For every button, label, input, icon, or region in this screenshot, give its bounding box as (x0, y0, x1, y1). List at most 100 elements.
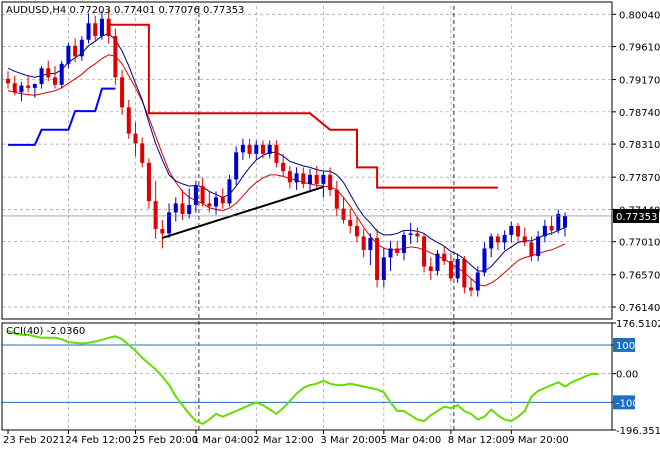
candle-body (59, 63, 64, 85)
candle-body (32, 84, 37, 88)
x-tick-label: 8 Mar 12:00 (448, 435, 508, 446)
candle-body (173, 203, 178, 213)
candle-body (368, 237, 373, 250)
ma-fast-line (7, 33, 566, 272)
candle-body (294, 173, 299, 183)
stop-line-upper (108, 23, 498, 189)
price-tick-label: 0.76570 (619, 271, 660, 282)
candle-body (361, 236, 366, 250)
cci-level-badge (613, 337, 635, 352)
candle-body (388, 248, 393, 258)
candle-body (106, 18, 111, 37)
candle-body (240, 144, 245, 153)
candle-body (415, 233, 420, 237)
candle-body (140, 143, 145, 163)
candle-body (516, 225, 521, 237)
candle-body (475, 272, 480, 291)
candle-body (469, 287, 474, 291)
candle-body (227, 179, 232, 204)
x-tick-label: 9 Mar 20:00 (508, 435, 568, 446)
candle-body (19, 85, 24, 93)
candle-body (562, 216, 568, 228)
candle-body (301, 173, 306, 184)
candle-body (529, 242, 534, 256)
candle-body (160, 228, 165, 234)
candle-body (126, 107, 131, 134)
candle-body (73, 45, 78, 57)
candle-body (408, 233, 413, 235)
x-tick-label: 25 Feb 20:00 (133, 435, 199, 446)
current-price-badge (613, 208, 659, 223)
price-tick-label: 0.77010 (619, 238, 660, 249)
price-tick-label: 0.80040 (619, 10, 660, 21)
cci-tick-label: 100 (616, 341, 635, 352)
price-tick-label: 0.78310 (619, 140, 660, 151)
candle-body (522, 236, 527, 243)
candle-body (234, 152, 239, 180)
candle-body (314, 174, 319, 184)
candle-body (549, 225, 554, 231)
price-tick-label: 0.78740 (619, 108, 660, 119)
cci-tick-label: 176.5102 (616, 319, 660, 330)
candle-body (428, 266, 433, 271)
candle-body (334, 189, 339, 209)
candle-body (462, 258, 467, 288)
candle-body (502, 234, 507, 243)
candle-body (542, 225, 547, 237)
candle-body (200, 186, 205, 204)
candle-body (287, 171, 292, 183)
candle-body (260, 144, 266, 154)
candle-body (120, 77, 125, 108)
cci-tick-label: -196.3518 (616, 426, 660, 437)
candle-body (455, 258, 460, 279)
candle-body (401, 234, 406, 253)
cci-plot (2, 329, 612, 426)
cci-title: CCI(40) -2.0360 (6, 326, 85, 337)
candle-body (133, 133, 138, 144)
candle-body (254, 144, 259, 154)
candle-body (52, 77, 57, 85)
candle-body (442, 253, 447, 262)
candle-body (46, 68, 51, 78)
candle-body (220, 197, 225, 204)
candle-body (153, 201, 158, 229)
x-tick-label: 3 Mar 20:00 (320, 435, 380, 446)
candle-body (207, 203, 212, 207)
candle-body (509, 225, 514, 235)
price-plot (2, 9, 612, 297)
candle-body (448, 261, 453, 279)
candle-body (180, 203, 185, 214)
candle-body (79, 39, 84, 57)
price-tick-label: 0.79610 (619, 43, 660, 54)
cci-line (7, 329, 599, 426)
candle-body (422, 236, 427, 267)
candle-body (489, 236, 494, 249)
candle-body (66, 45, 71, 64)
candle-body (5, 78, 11, 84)
candle-body (435, 253, 440, 271)
candle-body (274, 144, 279, 163)
price-tick-label: 0.79170 (619, 76, 660, 87)
candle-body (536, 236, 541, 256)
candle-body (341, 208, 346, 220)
candle-body (146, 162, 151, 202)
x-tick-label: 2 Mar 12:00 (253, 435, 313, 446)
cci-plot-frame (1, 322, 613, 431)
stop-line-lower (8, 87, 116, 146)
candle-body (193, 186, 198, 205)
price-tick-label: 0.76140 (619, 303, 660, 314)
cci-tick-label: -100 (616, 398, 639, 409)
candle-body (187, 204, 192, 214)
candle-body (93, 23, 98, 37)
price-chart-title: AUDUSD,H4 0.77203 0.77401 0.77076 0.7735… (6, 5, 244, 16)
x-tick-label: 23 Feb 2021 (3, 435, 65, 446)
candle-body (214, 197, 219, 207)
candle-body (375, 237, 380, 280)
x-tick-label: 1 Mar 04:00 (193, 435, 253, 446)
candle-body (381, 257, 386, 280)
candle-body (247, 144, 252, 154)
axes: 0.80040 0.79610 0.79170 0.78740 0.78310 0.778… (1, 1, 660, 446)
ma-slow-line (7, 54, 566, 287)
